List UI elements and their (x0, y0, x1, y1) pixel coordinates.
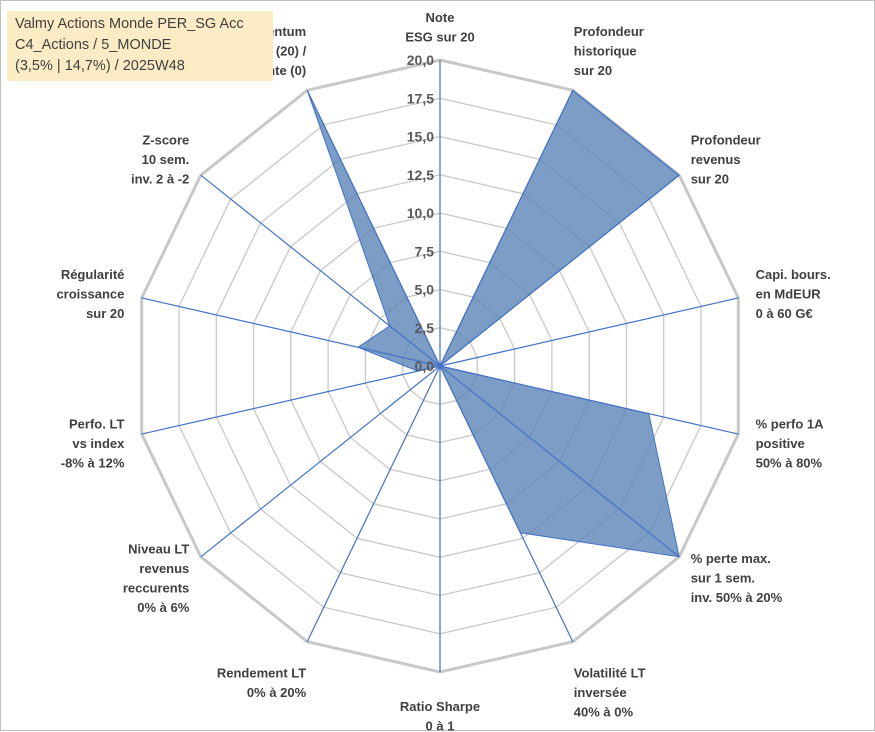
axis-label-12: Régularité croissance sur 20 (56, 267, 124, 321)
chart-title-box: Valmy Actions Monde PER_SG Acc C4_Action… (7, 11, 273, 81)
axis-label-2-line-1: Profondeur (574, 24, 644, 39)
tick-label-8: 20,0 (407, 52, 434, 68)
tick-label-4: 10,0 (407, 205, 434, 221)
axis-label-12-line-2: croissance (56, 287, 124, 302)
axis-label-10-line-3: reccurents (123, 581, 189, 596)
axis-label-6-line-2: sur 1 sem. (691, 571, 755, 586)
axis-label-11: Perfo. LT vs index -8% à 12% (61, 417, 125, 471)
axis-label-3: Profondeur revenus sur 20 (691, 132, 761, 186)
title-line-3: (3,5% | 14,7%) / 2025W48 (15, 56, 265, 77)
axis-label-1: Note ESG sur 20 (405, 10, 474, 45)
axis-label-12-line-1: Régularité (61, 267, 125, 282)
axis-label-7: Volatilité LT inversée 40% à 0% (574, 666, 646, 720)
axis-label-4: Capi. bours. en MdEUR 0 à 60 G€ (756, 267, 831, 321)
axis-label-2: Profondeur historique sur 20 (574, 24, 644, 78)
axis-label-10: Niveau LT revenus reccurents 0% à 6% (123, 542, 190, 616)
axis-label-10-line-4: 0% à 6% (137, 600, 189, 615)
axis-label-2-line-2: historique (574, 43, 637, 58)
axis-label-6: % perte max. sur 1 sem. inv. 50% à 20% (691, 551, 783, 605)
title-line-1: Valmy Actions Monde PER_SG Acc (15, 14, 265, 35)
tick-label-6: 15,0 (407, 129, 434, 145)
axis-label-8-line-1: Ratio Sharpe (400, 699, 480, 714)
axis-label-12-line-3: sur 20 (86, 306, 124, 321)
tick-label-2: 5,0 (415, 282, 435, 298)
axis-label-6-line-1: % perte max. (691, 551, 771, 566)
spoke-13 (201, 175, 440, 366)
axis-label-5-line-1: % perfo 1A (756, 417, 825, 432)
spoke-9 (307, 366, 440, 642)
axis-label-5-line-2: positive (756, 436, 805, 451)
axis-label-10-line-1: Niveau LT (128, 542, 189, 557)
title-line-2: C4_Actions / 5_MONDE (15, 35, 265, 56)
axis-label-11-line-1: Perfo. LT (69, 417, 124, 432)
axis-label-8-line-2: 0 à 1 (426, 719, 455, 732)
axis-label-1-line-1: Note (426, 10, 455, 25)
axis-label-13-line-1: Z-score (142, 132, 189, 147)
axis-label-3-line-2: revenus (691, 152, 741, 167)
axis-label-3-line-1: Profondeur (691, 132, 761, 147)
tick-label-1: 2,5 (415, 320, 435, 336)
tick-label-7: 17,5 (407, 90, 434, 106)
axis-label-5: % perfo 1A positive 50% à 80% (756, 417, 825, 471)
axis-label-13-line-2: 10 sem. (142, 152, 190, 167)
tick-label-0: 0,0 (415, 358, 435, 374)
axis-label-11-line-2: vs index (72, 436, 125, 451)
axis-label-8: Ratio Sharpe 0 à 1 (400, 699, 480, 732)
tick-label-3: 7,5 (415, 243, 435, 259)
axis-label-13-line-3: inv. 2 à -2 (131, 171, 189, 186)
axis-label-3-line-3: sur 20 (691, 171, 729, 186)
axis-label-9-line-1: Rendement LT (217, 666, 306, 681)
tick-label-5: 12,5 (407, 167, 434, 183)
axis-label-7-line-1: Volatilité LT (574, 666, 646, 681)
axis-label-1-line-2: ESG sur 20 (405, 30, 474, 45)
spoke-10 (201, 366, 440, 557)
axis-label-4-line-1: Capi. bours. (756, 267, 831, 282)
axis-label-7-line-3: 40% à 0% (574, 705, 634, 720)
axis-label-2-line-3: sur 20 (574, 63, 612, 78)
axis-label-7-line-2: inversée (574, 685, 627, 700)
axis-label-6-line-3: inv. 50% à 20% (691, 590, 783, 605)
axis-label-4-line-3: 0 à 60 G€ (756, 306, 813, 321)
axis-label-9-line-2: 0% à 20% (247, 685, 307, 700)
axis-label-9: Rendement LT 0% à 20% (217, 666, 307, 701)
axis-label-10-line-2: revenus (139, 561, 189, 576)
axis-label-13: Z-score 10 sem. inv. 2 à -2 (131, 132, 189, 186)
axis-label-5-line-3: 50% à 80% (756, 456, 823, 471)
axis-label-11-line-3: -8% à 12% (61, 456, 125, 471)
axis-label-4-line-2: en MdEUR (756, 287, 822, 302)
